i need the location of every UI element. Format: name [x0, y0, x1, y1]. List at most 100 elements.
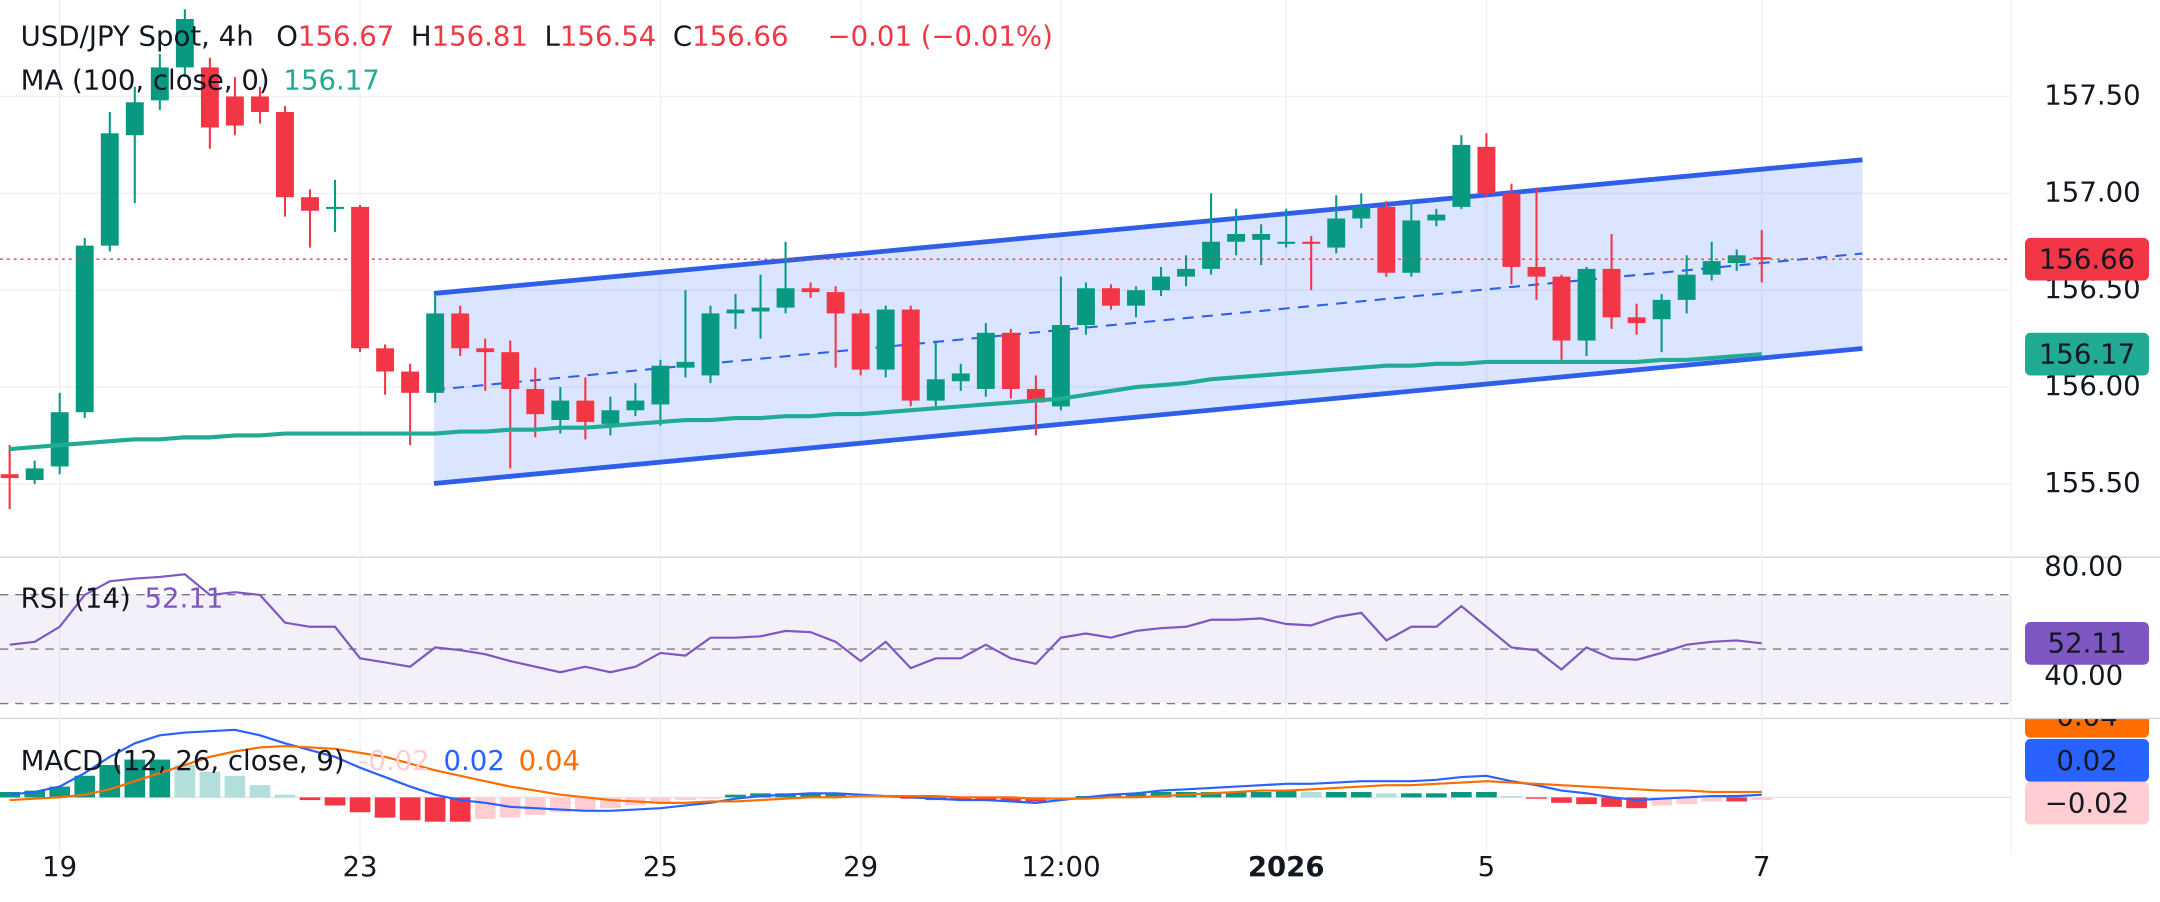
macd-histogram-bar: [1551, 797, 1572, 803]
rsi-tick-label: 80.00: [2044, 550, 2123, 582]
candle-body: [451, 313, 470, 349]
macd-histogram-bar: [1100, 794, 1122, 798]
candle-body: [1102, 288, 1120, 306]
candle-body: [150, 67, 169, 101]
ma-legend: MA (100, close, 0) 156.17: [21, 63, 394, 96]
macd-histogram-bar: [975, 797, 997, 801]
candle-body: [876, 309, 895, 370]
candle-body: [976, 332, 995, 389]
macd-histogram-bar: [950, 797, 972, 801]
candle-body: [1352, 206, 1371, 219]
macd-histogram-bar: [1451, 791, 1472, 798]
candle-body: [1402, 220, 1421, 273]
candle-body: [551, 400, 570, 420]
histogram-value: -0.02: [358, 743, 430, 777]
candle-body: [1702, 261, 1721, 275]
macd-histogram-bar: [650, 797, 671, 803]
ma-price-label: 156.17: [2039, 338, 2135, 370]
channel-drawing: [433, 157, 1863, 486]
macd-histogram-bar: [99, 764, 121, 798]
signal-value-box: [2025, 719, 2149, 738]
macd-name: MACD (12, 26, close, 9): [20, 743, 345, 777]
x-tick-label: 29: [843, 851, 878, 883]
macd-histogram-bar: [825, 793, 846, 798]
macd-value: 0.02: [443, 743, 505, 777]
candle-body: [401, 371, 420, 393]
ohlc: O156.67 H156.81 L156.54 C156.66: [276, 19, 805, 52]
macd-histogram-bar: [875, 797, 897, 799]
candle-body: [526, 388, 545, 415]
x-tick-label: 25: [643, 851, 678, 883]
macd-histogram-bar: [374, 797, 396, 818]
y-tick-label: 157.00: [2044, 176, 2140, 208]
candle-body: [1652, 299, 1671, 320]
macd-legend: MACD (12, 26, close, 9) -0.02 0.02 0.04: [21, 744, 594, 777]
candle-body: [1001, 332, 1020, 389]
ma-price-box: [2024, 332, 2149, 376]
candle-body: [1452, 144, 1471, 207]
candle-body: [901, 309, 920, 401]
y-tick-label: 155.50: [2044, 467, 2140, 499]
macd-histogram-bar: [1676, 797, 1697, 805]
candle-body: [826, 292, 845, 314]
macd-histogram-bar: [600, 797, 621, 809]
candle-body: [776, 288, 795, 308]
candle-body: [751, 307, 770, 312]
x-tick-label: 23: [343, 851, 378, 883]
macd-histogram-bar: [1150, 791, 1172, 798]
macd-histogram-bar: [174, 764, 196, 798]
macd-value-label: 0.02: [2056, 745, 2117, 777]
macd-value-box: [2024, 739, 2149, 782]
macd-histogram-bar: [249, 785, 271, 798]
macd-histogram-bar: [1601, 797, 1622, 807]
candle-body: [651, 365, 670, 405]
macd-histogram-bar: [1000, 797, 1022, 802]
macd-histogram-bar: [1576, 797, 1597, 805]
candle-body: [726, 309, 745, 314]
candle-body: [1127, 290, 1145, 306]
candle-body: [626, 400, 645, 411]
candle-body: [501, 352, 520, 389]
candle-body: [125, 102, 144, 136]
ohlc-value: 156.67: [297, 19, 395, 53]
candle-body: [426, 313, 445, 393]
rsi-value-label: 52.11: [2048, 628, 2127, 660]
macd-histogram-bar: [1751, 797, 1773, 801]
candle-body: [175, 18, 194, 68]
candle-body: [1302, 241, 1321, 244]
candle-body: [1502, 193, 1521, 267]
macd-histogram-bar: [274, 794, 296, 798]
candle-body: [1051, 325, 1070, 407]
candle-body: [601, 410, 620, 424]
candle-body: [351, 206, 370, 349]
macd-histogram-bar: [74, 775, 96, 798]
x-tick-label: 5: [1478, 851, 1496, 883]
macd-histogram-bar: [474, 797, 496, 819]
macd-histogram-bar: [299, 797, 321, 801]
macd-histogram-bar: [524, 797, 546, 815]
x-tick-label: 2026: [1248, 851, 1325, 883]
macd-histogram-bar: [1701, 797, 1723, 802]
macd-histogram-bar: [1250, 791, 1272, 798]
macd-histogram-bar: [1400, 793, 1422, 798]
channel-lower: [433, 346, 1863, 486]
symbol: USD/JPY Spot, 4h: [20, 19, 254, 53]
macd-histogram-bar: [1275, 790, 1297, 798]
candle-body: [75, 245, 94, 413]
x-tick-label: 19: [42, 851, 77, 883]
channel-middle: [433, 252, 1863, 391]
candle-body: [1377, 206, 1396, 273]
ohlc-label: L: [544, 19, 560, 53]
macd-histogram-bar: [424, 797, 446, 822]
macd-histogram-bar: [449, 797, 471, 822]
candle-body: [200, 67, 219, 128]
candle-body: [50, 412, 69, 467]
macd-histogram-bar: [1200, 791, 1222, 798]
candle-body: [1427, 214, 1446, 221]
candle-body: [1076, 288, 1095, 326]
macd-histogram-bar: [349, 797, 371, 813]
macd-histogram-bar: [1225, 791, 1247, 798]
macd-histogram-bar: [324, 797, 346, 806]
macd-histogram-bar: [1375, 793, 1397, 798]
